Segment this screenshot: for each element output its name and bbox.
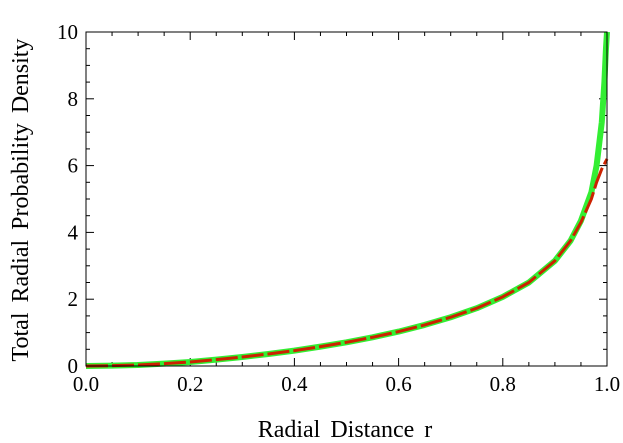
y-tick-label: 2 (68, 287, 79, 311)
y-tick-label: 6 (68, 154, 79, 178)
x-tick-label: 0.2 (177, 372, 203, 396)
x-axis-label: Radial Distance r (258, 417, 433, 443)
x-tick-label: 0.6 (385, 372, 411, 396)
x-tick-label: 0.0 (73, 372, 99, 396)
y-axis-label: Total Radial Probability Density (8, 39, 34, 362)
y-tick-label: 8 (68, 87, 79, 111)
plot-frame (85, 31, 608, 367)
x-tick-label: 0.4 (281, 372, 308, 396)
x-tick-label: 0.8 (490, 372, 516, 396)
axis-ticks (85, 31, 608, 367)
series-line-2 (85, 158, 609, 368)
tick-labels: 0.0 0.2 0.4 0.6 0.8 1.0 0 2 4 6 8 10 (57, 20, 620, 396)
series-group (85, 31, 610, 369)
y-tick-label: 4 (68, 220, 79, 244)
x-tick-label: 1.0 (594, 372, 620, 396)
series-line-1 (85, 31, 610, 369)
y-tick-label: 10 (57, 20, 78, 44)
y-tick-label: 0 (68, 354, 79, 378)
